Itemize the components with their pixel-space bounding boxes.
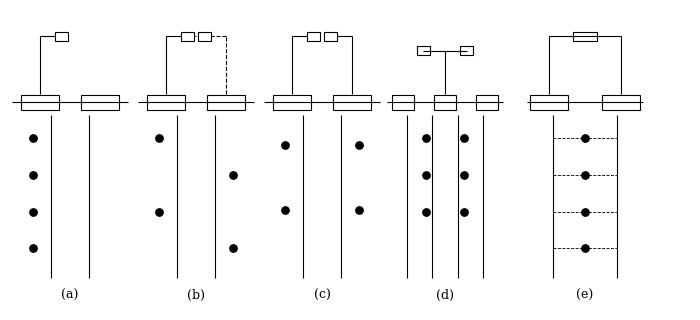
Point (27, 245, 38, 251)
Point (580, 172, 591, 178)
Point (458, 135, 470, 140)
Point (458, 209, 470, 214)
Point (279, 142, 290, 148)
Bar (530, 94, 568, 109)
Point (228, 172, 239, 178)
Point (421, 209, 432, 214)
Text: (d): (d) (436, 289, 454, 302)
Point (458, 172, 470, 178)
Bar (333, 94, 371, 109)
Point (153, 209, 164, 214)
Bar (198, 32, 211, 41)
Point (580, 245, 591, 251)
Point (27, 209, 38, 214)
Text: (a): (a) (62, 289, 78, 302)
Bar (55, 32, 68, 41)
Bar (476, 94, 498, 109)
Point (354, 142, 365, 148)
Point (580, 135, 591, 140)
Text: (e): (e) (576, 289, 594, 302)
Bar (147, 94, 185, 109)
Point (421, 172, 432, 178)
Point (279, 207, 290, 212)
Point (228, 245, 239, 251)
Bar (207, 94, 245, 109)
Point (421, 135, 432, 140)
Point (580, 209, 591, 214)
Point (153, 135, 164, 140)
Bar (434, 94, 456, 109)
Bar (324, 32, 337, 41)
Bar (461, 46, 473, 55)
Bar (392, 94, 414, 109)
Bar (273, 94, 311, 109)
Text: (c): (c) (314, 289, 330, 302)
Bar (21, 94, 59, 109)
Bar (307, 32, 320, 41)
Point (27, 172, 38, 178)
Bar (573, 32, 596, 42)
Bar (181, 32, 194, 41)
Point (27, 135, 38, 140)
Bar (602, 94, 640, 109)
Text: (b): (b) (187, 289, 205, 302)
Point (354, 207, 365, 212)
Bar (416, 46, 430, 55)
Bar (81, 94, 119, 109)
